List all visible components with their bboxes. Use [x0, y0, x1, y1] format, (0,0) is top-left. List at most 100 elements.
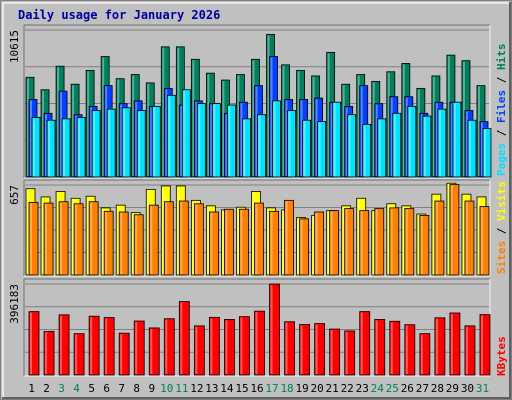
bar-highlight [243, 119, 246, 176]
bar-highlight [312, 216, 315, 274]
x-tick-label: 23 [356, 382, 369, 395]
bar-highlight [237, 208, 240, 274]
bar-highlight [105, 86, 108, 176]
bar-kbytes [28, 311, 40, 376]
bar-highlight [192, 201, 195, 274]
x-tick-label: 19 [295, 382, 308, 395]
bar-highlight [405, 209, 408, 274]
bar-kbytes [43, 330, 55, 376]
bar-highlight [417, 89, 420, 176]
bar-highlight [132, 75, 135, 176]
bar-highlight [255, 86, 258, 176]
bar-sites [254, 202, 264, 276]
bar-highlight [108, 110, 111, 176]
bar-highlight [120, 334, 123, 374]
frame-highlight [2, 2, 4, 398]
bar-kbytes [449, 312, 461, 376]
bar-highlight [402, 64, 405, 176]
chart-title: Daily usage for January 2026 [18, 8, 221, 22]
bar-sites [43, 202, 54, 276]
bar-kbytes [359, 311, 371, 376]
bar-highlight [90, 202, 93, 274]
bar-sites [148, 204, 159, 276]
bar-pages [61, 118, 71, 178]
x-tick-label: 9 [148, 382, 155, 395]
bar-sites [193, 203, 204, 276]
bar-sites [239, 208, 249, 276]
bar-highlight [195, 204, 198, 274]
bar-highlight [327, 211, 330, 274]
bar-pages [407, 105, 417, 178]
x-tick-label: 8 [133, 382, 140, 395]
bar-highlight [210, 212, 213, 274]
bar-sites [178, 200, 189, 276]
bar-highlight [360, 211, 363, 274]
bar-highlight [282, 210, 285, 274]
bar-highlight [360, 86, 363, 176]
bar-kbytes [389, 320, 401, 376]
bar-highlight [60, 315, 63, 374]
bar-highlight [240, 103, 243, 176]
legend-files: Files [495, 90, 508, 123]
bar-highlight [375, 104, 378, 176]
bar-highlight [228, 105, 231, 176]
bar-kbytes [224, 319, 235, 376]
bar-highlight [78, 118, 81, 176]
bar-highlight [72, 199, 75, 274]
bar-highlight [222, 210, 225, 274]
bar-highlight [438, 110, 441, 176]
frame-shadow [2, 397, 511, 399]
bar-pages [91, 110, 101, 178]
x-tick-label: 17 [265, 382, 278, 395]
bar-pages [317, 121, 327, 178]
bar-kbytes [193, 325, 205, 376]
bar-kbytes [434, 317, 446, 376]
bar-highlight [297, 218, 300, 274]
x-tick-label: 1 [28, 382, 35, 395]
bar-highlight [342, 206, 345, 274]
bar-sites [404, 208, 415, 276]
bar-highlight [345, 331, 348, 374]
x-tick-label: 26 [401, 382, 414, 395]
bar-pages [46, 119, 56, 178]
x-tick-label: 7 [118, 382, 125, 395]
bar-sites [434, 200, 445, 276]
bar-highlight [120, 104, 123, 176]
bar-highlight [477, 86, 480, 176]
bar-highlight [27, 78, 29, 176]
bar-sites [299, 218, 309, 276]
bar-kbytes [163, 318, 175, 376]
bar-highlight [225, 210, 228, 274]
bar-highlight [423, 117, 426, 176]
bar-highlight [255, 204, 258, 274]
bar-highlight [453, 103, 456, 176]
x-tick-label: 18 [280, 382, 293, 395]
bar-highlight [402, 206, 405, 274]
bar-sites [479, 206, 490, 276]
y-max-label: 396183 [8, 284, 21, 324]
bar-highlight [342, 85, 345, 176]
y-max-label: 657 [8, 185, 21, 205]
bar-kbytes [464, 325, 476, 376]
x-tick-label: 20 [311, 382, 324, 395]
bar-highlight [318, 122, 321, 176]
bar-highlight [372, 82, 375, 176]
bar-kbytes [88, 315, 100, 376]
x-tick-label: 10 [160, 382, 173, 395]
bar-highlight [147, 83, 150, 176]
legend-kbytes: KBytes [495, 336, 508, 376]
bar-pages [196, 103, 206, 178]
bar-highlight [417, 215, 420, 274]
bar-highlight [87, 197, 90, 274]
bar-sites [118, 211, 129, 276]
bar-highlight [255, 312, 258, 374]
bar-pages [166, 94, 176, 178]
bar-pages [332, 101, 342, 178]
bar-kbytes [178, 301, 190, 376]
bar-highlight [150, 107, 153, 176]
bar-highlight [390, 208, 393, 274]
x-tick-label: 12 [190, 382, 203, 395]
bar-highlight [480, 315, 483, 374]
bar-highlight [45, 114, 48, 176]
bar-highlight [222, 81, 225, 176]
